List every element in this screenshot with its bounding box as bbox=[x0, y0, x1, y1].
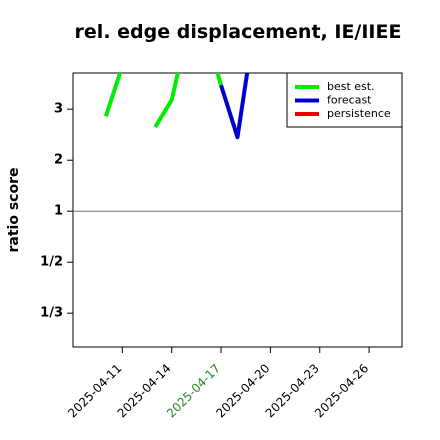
y-axis-label: ratio score bbox=[6, 168, 22, 253]
legend-label: forecast bbox=[327, 94, 372, 107]
plot-lines bbox=[103, 73, 250, 140]
y-tick-label: 2 bbox=[54, 153, 63, 168]
chart-title: rel. edge displacement, IE/IIEE bbox=[75, 21, 402, 43]
x-tick-label: 2025-04-26 bbox=[312, 361, 371, 420]
series-line bbox=[103, 73, 223, 129]
legend-label: persistence bbox=[327, 107, 391, 120]
y-tick-label: 1/2 bbox=[40, 255, 63, 270]
y-tick-label: 1/3 bbox=[40, 306, 63, 321]
legend-label: best est. bbox=[327, 80, 375, 93]
plot-frame bbox=[72, 72, 403, 348]
y-tick-label: 3 bbox=[54, 102, 63, 117]
y-tick-label: 1 bbox=[54, 204, 63, 219]
series-line bbox=[219, 73, 250, 140]
